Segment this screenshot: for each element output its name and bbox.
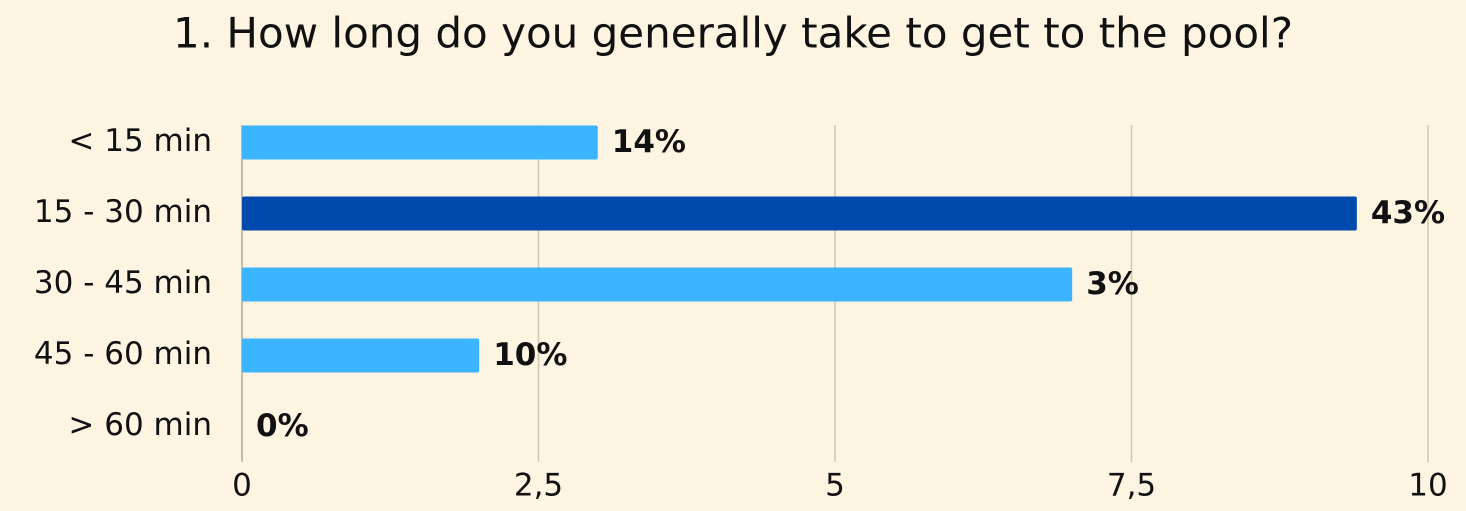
- x-tick-label: 10: [1408, 468, 1447, 504]
- x-tick-label: 5: [825, 468, 845, 504]
- x-tick-label: 0: [232, 468, 252, 504]
- y-tick-label: 30 - 45 min: [34, 265, 212, 301]
- y-tick-label: 15 - 30 min: [34, 194, 212, 230]
- chart-title: 1. How long do you generally take to get…: [173, 9, 1293, 58]
- value-label: 43%: [1371, 195, 1445, 231]
- bar: [242, 125, 598, 160]
- value-label: 0%: [256, 408, 309, 444]
- bar: [242, 338, 480, 373]
- x-tick-label: 7,5: [1107, 468, 1156, 504]
- y-tick-label: > 60 min: [68, 407, 212, 443]
- y-tick-label: 45 - 60 min: [34, 336, 212, 372]
- y-tick-label: < 15 min: [68, 123, 212, 159]
- bar: [242, 267, 1073, 302]
- value-label: 3%: [1086, 266, 1139, 302]
- x-tick-label: 2,5: [514, 468, 563, 504]
- value-label: 10%: [493, 337, 567, 373]
- bar: [242, 196, 1357, 231]
- value-label: 14%: [612, 124, 686, 160]
